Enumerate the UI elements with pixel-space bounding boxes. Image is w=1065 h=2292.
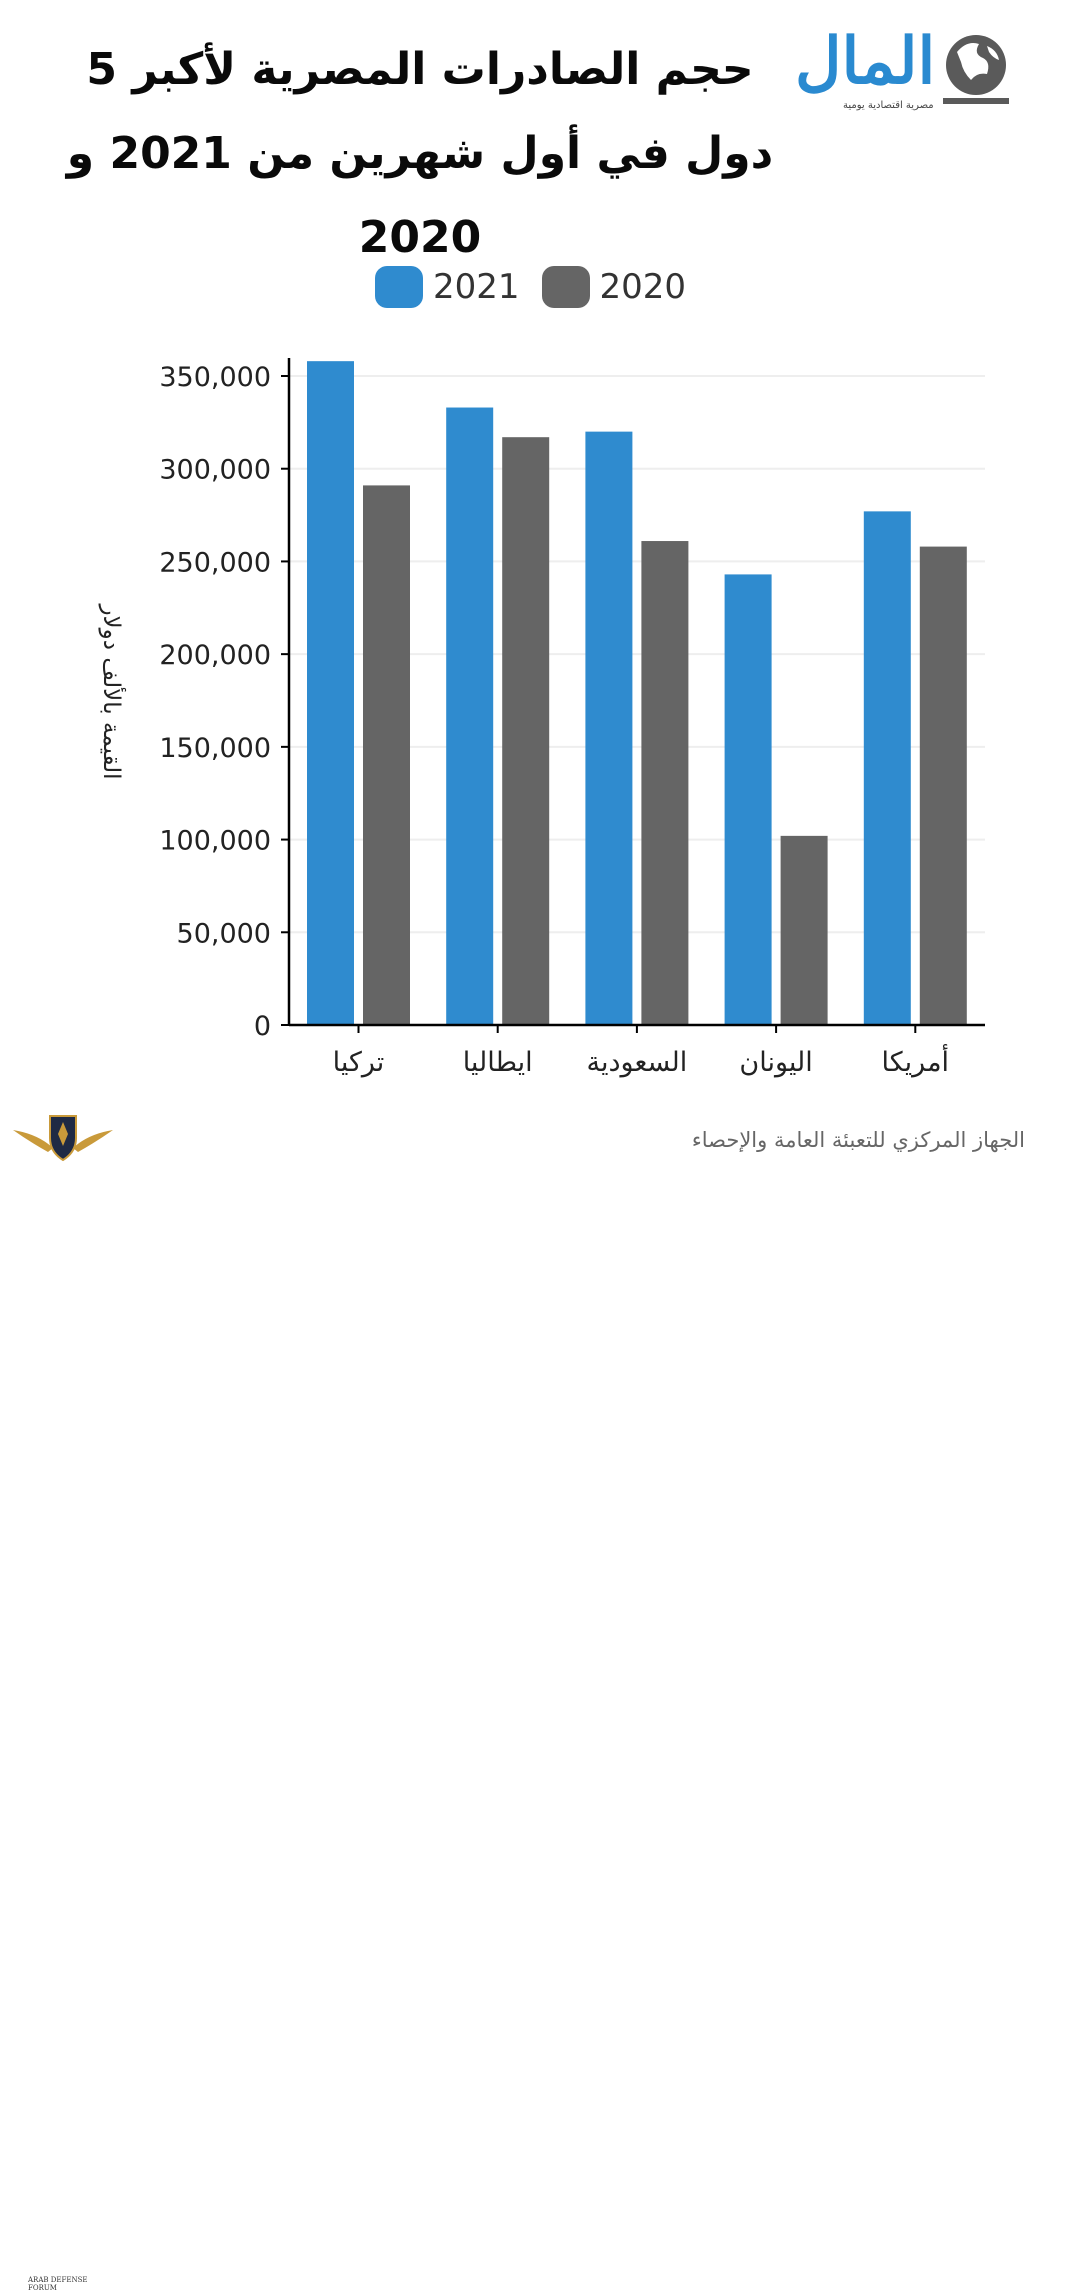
bar-2020-4 [919, 546, 967, 1025]
chart-legend: 2021 2020 [375, 262, 686, 312]
brand-logo-text: المال [795, 24, 937, 99]
legend-swatch-2021 [375, 266, 423, 308]
y-tick-label: 200,000 [159, 640, 271, 671]
bar-2020-2 [641, 541, 689, 1025]
y-tick-label: 0 [254, 1011, 271, 1042]
x-tick-label: اليونان [739, 1047, 812, 1078]
legend-item-2021: 2021 [375, 266, 520, 308]
chart-title: حجم الصادرات المصرية لأكبر 5 دول في أول … [66, 44, 774, 263]
y-tick-label: 350,000 [159, 362, 271, 393]
bar-2021-0 [307, 361, 354, 1025]
y-tick-label: 100,000 [159, 826, 271, 857]
brand-logo: المال مصرية اقتصادية يومية [795, 24, 1015, 115]
y-tick-label: 250,000 [159, 547, 271, 578]
bar-2021-2 [585, 431, 633, 1026]
legend-label-2021: 2021 [433, 267, 520, 307]
bar-2020-1 [502, 437, 550, 1026]
legend-swatch-2020 [541, 266, 590, 308]
bar-chart: تركيا ايطاليا السعودية اليونان أمريكا 0 50,000… [98, 358, 985, 1078]
bar-2021-1 [446, 407, 494, 1026]
x-tick-label: السعودية [586, 1047, 687, 1078]
y-tick-label: 50,000 [177, 918, 271, 949]
brand-logo-subtitle: مصرية اقتصادية يومية [843, 100, 934, 111]
forum-logo-text: ARAB DEFENSE FORUM [28, 2276, 88, 2292]
source-note: الجهاز المركزي للتعبئة العامة والإحصاء [691, 1128, 1025, 1152]
legend-label-2020: 2020 [599, 267, 687, 307]
bar-2020-0 [363, 485, 410, 1026]
bar-2021-4 [863, 511, 911, 1025]
bar-2020-3 [780, 835, 828, 1025]
x-tick-label: ايطاليا [463, 1047, 533, 1078]
y-axis-label: القيمة بالألف دولار [98, 603, 126, 779]
y-tick-label: 150,000 [159, 733, 271, 764]
legend-item-2020: 2020 [541, 266, 687, 308]
y-tick-label: 300,000 [159, 455, 271, 486]
winged-shield-icon [13, 1115, 113, 1162]
forum-logo: ARAB DEFENSE FORUM [8, 1108, 118, 2292]
x-tick-label: تركيا [333, 1047, 385, 1078]
bar-2021-3 [724, 574, 772, 1025]
x-tick-label: أمريكا [882, 1043, 950, 1078]
globe-icon [943, 35, 1009, 104]
